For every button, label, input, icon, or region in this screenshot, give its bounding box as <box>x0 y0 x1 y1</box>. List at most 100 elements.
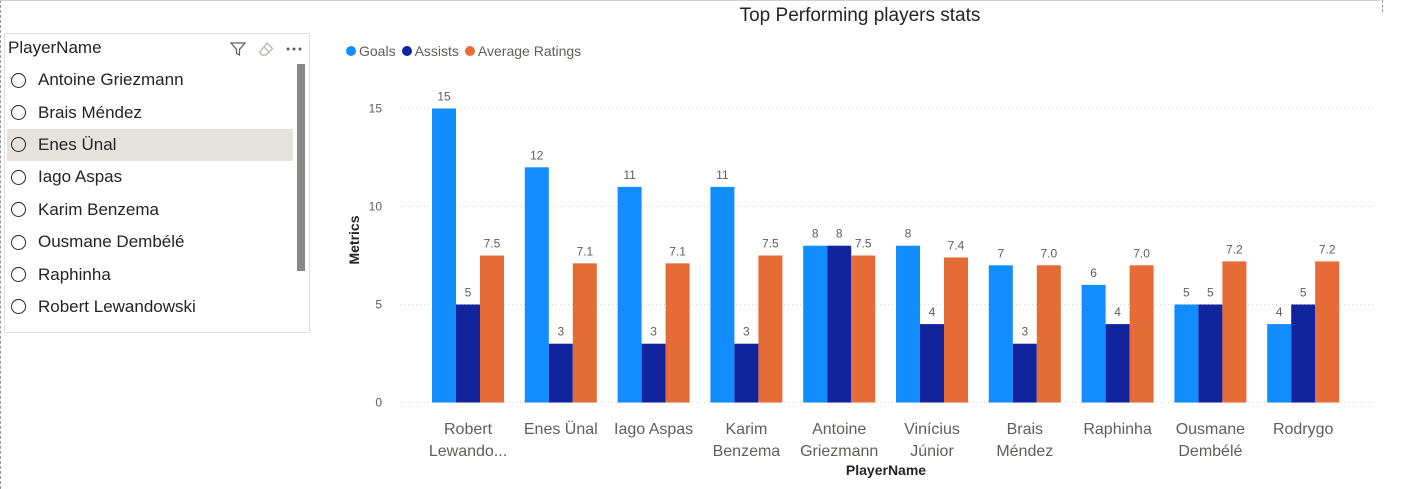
slicer-item[interactable]: Karim Benzema <box>7 194 293 226</box>
x-category-label: Iago Aspas <box>614 421 693 438</box>
data-label: 11 <box>623 168 636 182</box>
data-label: 7.2 <box>1319 242 1336 256</box>
bar-average-ratings <box>1129 265 1154 403</box>
data-label: 11 <box>716 168 729 182</box>
chart-title: Top Performing players stats <box>739 5 981 26</box>
bar-goals <box>1174 304 1199 403</box>
data-label: 7.5 <box>762 237 779 251</box>
legend-item[interactable]: Assists <box>401 43 459 59</box>
data-label: 3 <box>743 325 750 339</box>
data-label: 7.1 <box>576 244 593 258</box>
x-category-label: Júnior <box>910 443 954 460</box>
x-category-label: Brais <box>1007 421 1043 438</box>
bar-goals <box>524 167 549 403</box>
bar-assists <box>1105 324 1130 403</box>
slicer-item[interactable]: Raphinha <box>7 258 293 290</box>
radio-button[interactable] <box>11 137 26 153</box>
bar-assists <box>456 304 480 403</box>
slicer-item-label: Brais Méndez <box>38 102 142 122</box>
bar-average-ratings <box>1222 261 1247 403</box>
slicer-item-label: Ousmane Dembélé <box>38 232 185 252</box>
bar-assists <box>1291 304 1316 403</box>
data-label: 4 <box>1276 305 1283 319</box>
data-label: 7.0 <box>1133 246 1150 260</box>
slicer-item[interactable]: Enes Ünal <box>7 128 293 162</box>
radio-button[interactable] <box>11 299 26 315</box>
slicer-item[interactable]: Iago Aspas <box>7 161 293 193</box>
radio-button[interactable] <box>11 202 26 218</box>
slicer-item-label: Iago Aspas <box>38 167 123 187</box>
legend-label: Goals <box>359 43 396 59</box>
slicer-item-label: Antoine Griezmann <box>38 70 184 90</box>
slicer-scrollbar[interactable] <box>297 64 305 271</box>
data-label: 7.2 <box>1226 242 1243 256</box>
x-category-label: Dembélé <box>1178 443 1242 460</box>
filter-icon[interactable] <box>229 40 247 58</box>
eraser-icon[interactable] <box>257 40 275 58</box>
data-label: 7.1 <box>669 244 686 258</box>
y-tick-label: 10 <box>369 200 383 214</box>
x-category-label: Enes Ünal <box>524 420 598 438</box>
page-right-border <box>1382 0 1383 12</box>
x-category-label: Raphinha <box>1083 421 1152 438</box>
slicer-item[interactable]: Antoine Griezmann <box>7 64 293 96</box>
y-tick-label: 15 <box>369 102 383 116</box>
legend-item[interactable]: Goals <box>346 43 396 59</box>
legend-item[interactable]: Average Ratings <box>464 43 581 59</box>
data-label: 5 <box>1300 286 1307 300</box>
radio-button[interactable] <box>11 105 26 121</box>
bar-average-ratings <box>1036 265 1061 403</box>
x-category-label: Antoine <box>812 421 866 438</box>
slicer-title: PlayerName <box>8 38 102 57</box>
radio-button[interactable] <box>11 169 26 185</box>
bar-goals <box>988 265 1013 403</box>
player-slicer[interactable]: PlayerName Antoine Griezmann Brais Méndez… <box>4 33 310 333</box>
x-category-label: Ousmane <box>1176 421 1245 438</box>
data-label: 3 <box>1021 325 1028 339</box>
data-label: 7.4 <box>948 238 965 252</box>
bar-goals <box>1267 324 1292 403</box>
data-label: 8 <box>905 227 912 241</box>
slicer-list: Antoine Griezmann Brais Méndez Enes Ünal Ia… <box>7 64 293 323</box>
bar-goals <box>803 245 828 403</box>
page-top-border <box>0 0 1380 1</box>
bar-assists <box>920 324 944 403</box>
bar-average-ratings <box>480 255 504 403</box>
data-label: 15 <box>437 90 451 104</box>
x-category-label: Griezmann <box>800 443 878 460</box>
data-label: 7.5 <box>855 237 872 251</box>
data-label: 5 <box>465 286 472 300</box>
bar-assists <box>548 343 573 403</box>
y-axis-title: Metrics <box>346 215 362 264</box>
x-category-label: Rodrygo <box>1273 421 1334 438</box>
bar-average-ratings <box>665 263 690 403</box>
bar-assists <box>641 343 666 403</box>
x-category-label: Robert <box>444 421 493 438</box>
data-label: 4 <box>929 305 936 319</box>
bar-goals <box>432 108 456 403</box>
bar-average-ratings <box>758 255 783 403</box>
slicer-item[interactable]: Ousmane Dembélé <box>7 226 293 258</box>
radio-button[interactable] <box>11 267 26 283</box>
legend-dot-icon <box>401 46 412 56</box>
chart-legend: Goals Assists Average Ratings <box>346 43 581 59</box>
bar-goals <box>896 245 920 403</box>
data-label: 3 <box>557 325 564 339</box>
slicer-item[interactable]: Robert Lewandowski <box>7 291 293 323</box>
bar-average-ratings <box>944 257 968 403</box>
bar-assists <box>1198 304 1223 403</box>
slicer-item-label: Raphinha <box>38 264 111 284</box>
radio-button[interactable] <box>11 234 26 250</box>
x-category-label: Vinícius <box>904 421 960 438</box>
data-label: 5 <box>1207 286 1214 300</box>
bar-assists <box>1012 343 1037 403</box>
x-category-label: Benzema <box>713 443 781 460</box>
bar-average-ratings <box>851 255 876 403</box>
page-border <box>0 0 1 489</box>
radio-button[interactable] <box>11 72 26 88</box>
slicer-item[interactable]: Brais Méndez <box>7 96 293 128</box>
bar-goals <box>710 186 735 403</box>
more-options-icon[interactable] <box>285 40 303 58</box>
data-label: 7.5 <box>484 237 501 251</box>
